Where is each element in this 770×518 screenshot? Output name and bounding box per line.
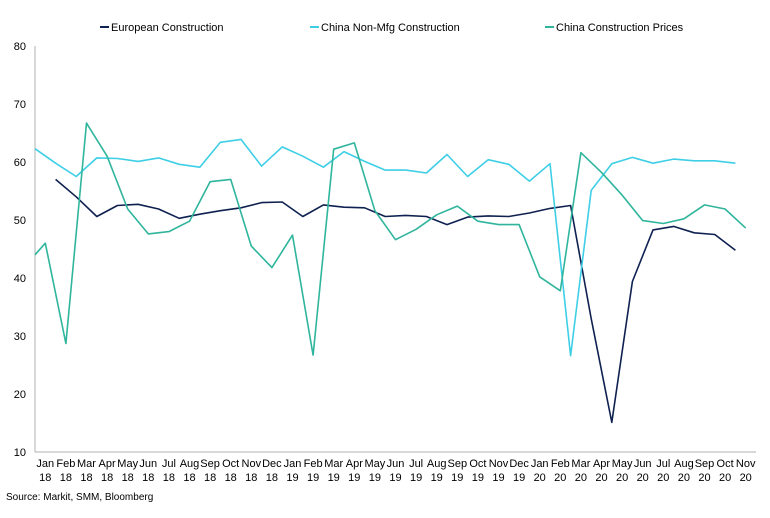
x-tick-label: Nov	[736, 458, 756, 470]
x-tick-label: 20	[698, 472, 710, 484]
x-tick-label: 20	[678, 472, 690, 484]
x-tick-label: 19	[369, 472, 381, 484]
x-tick-label: Feb	[56, 458, 75, 470]
x-tick-label: 20	[740, 472, 752, 484]
x-tick-label: Apr	[99, 458, 116, 470]
x-tick-label: Jun	[139, 458, 157, 470]
x-tick-label: 20	[719, 472, 731, 484]
y-axis: 10 20 30 40 50 60 70 80	[14, 41, 36, 459]
x-tick-label: 20	[554, 472, 566, 484]
x-tick-label: 18	[142, 472, 154, 484]
x-tick-label: 18	[204, 472, 216, 484]
x-tick-label: 19	[286, 472, 298, 484]
x-tick-label: Feb	[551, 458, 570, 470]
x-tick-label: 18	[266, 472, 278, 484]
x-tick-label: Jul	[162, 458, 176, 470]
x-tick-label: Jun	[387, 458, 405, 470]
source-note: Source: Markit, SMM, Bloomberg	[6, 492, 154, 503]
x-tick-label: 19	[328, 472, 340, 484]
x-tick-label: Mar	[324, 458, 343, 470]
legend-label: European Construction	[111, 22, 224, 34]
y-tick-label: 10	[14, 447, 26, 459]
y-tick-label: 40	[14, 273, 26, 285]
x-tick-label: 20	[657, 472, 669, 484]
x-tick-label: Sep	[695, 458, 715, 470]
x-tick-label: Apr	[346, 458, 363, 470]
x-tick-label: Jun	[634, 458, 652, 470]
x-tick-label: Oct	[717, 458, 734, 470]
x-tick-label: Jul	[409, 458, 423, 470]
x-tick-label: 18	[163, 472, 175, 484]
x-tick-label: 19	[451, 472, 463, 484]
x-tick-label: 19	[492, 472, 504, 484]
series-lines	[34, 122, 747, 424]
x-axis: Jan 18 Feb 18 Mar 18 Apr 18 May 18 Jun 18 Jul 18 Aug 18…	[35, 451, 756, 484]
x-tick-label: 18	[122, 472, 134, 484]
y-tick-label: 70	[14, 99, 26, 111]
x-tick-label: Sep	[200, 458, 220, 470]
x-tick-label: Nov	[489, 458, 509, 470]
x-tick-label: Dec	[509, 458, 529, 470]
y-tick-label: 30	[14, 331, 26, 343]
x-tick-label: 19	[348, 472, 360, 484]
x-tick-label: 20	[595, 472, 607, 484]
x-tick-label: Nov	[242, 458, 262, 470]
x-tick-label: Aug	[180, 458, 200, 470]
x-tick-label: Oct	[469, 458, 486, 470]
x-tick-label: Oct	[222, 458, 239, 470]
x-tick-label: Aug	[674, 458, 694, 470]
y-tick-label: 50	[14, 215, 26, 227]
x-tick-label: 18	[225, 472, 237, 484]
x-tick-label: 20	[534, 472, 546, 484]
x-tick-label: 18	[60, 472, 72, 484]
x-tick-label: Jan	[531, 458, 549, 470]
x-tick-label: 18	[101, 472, 113, 484]
y-tick-label: 60	[14, 157, 26, 169]
x-tick-label: Dec	[262, 458, 282, 470]
x-tick-label: Jul	[656, 458, 670, 470]
y-tick-label: 80	[14, 41, 26, 53]
x-tick-label: May	[612, 458, 633, 470]
x-tick-label: 18	[245, 472, 257, 484]
x-tick-label: 18	[80, 472, 92, 484]
x-tick-label: Jan	[284, 458, 302, 470]
x-tick-label: 18	[183, 472, 195, 484]
series-line-china-non-mfg-construction	[34, 138, 736, 357]
x-tick-label: May	[117, 458, 138, 470]
x-tick-label: 19	[431, 472, 443, 484]
x-tick-label: Jan	[36, 458, 54, 470]
series-line-european-construction	[55, 178, 736, 424]
x-tick-label: 20	[637, 472, 649, 484]
series-line-china-construction-prices	[34, 122, 747, 356]
y-tick-label: 20	[14, 389, 26, 401]
x-tick-label: Mar	[571, 458, 590, 470]
legend-label: China Non-Mfg Construction	[321, 22, 460, 34]
x-tick-label: 18	[39, 472, 51, 484]
x-tick-label: Aug	[427, 458, 447, 470]
x-tick-label: Mar	[77, 458, 96, 470]
x-tick-label: Sep	[448, 458, 468, 470]
legend-label: China Construction Prices	[556, 22, 684, 34]
x-tick-label: 19	[389, 472, 401, 484]
x-tick-label: 19	[307, 472, 319, 484]
x-tick-label: 19	[472, 472, 484, 484]
x-tick-label: 19	[513, 472, 525, 484]
x-tick-label: Feb	[304, 458, 323, 470]
x-tick-label: 19	[410, 472, 422, 484]
x-tick-label: 20	[575, 472, 587, 484]
x-tick-label: May	[365, 458, 386, 470]
chart-legend: European Construction China Non-Mfg Const…	[100, 22, 684, 34]
x-tick-label: 20	[616, 472, 628, 484]
x-tick-label: Apr	[593, 458, 610, 470]
